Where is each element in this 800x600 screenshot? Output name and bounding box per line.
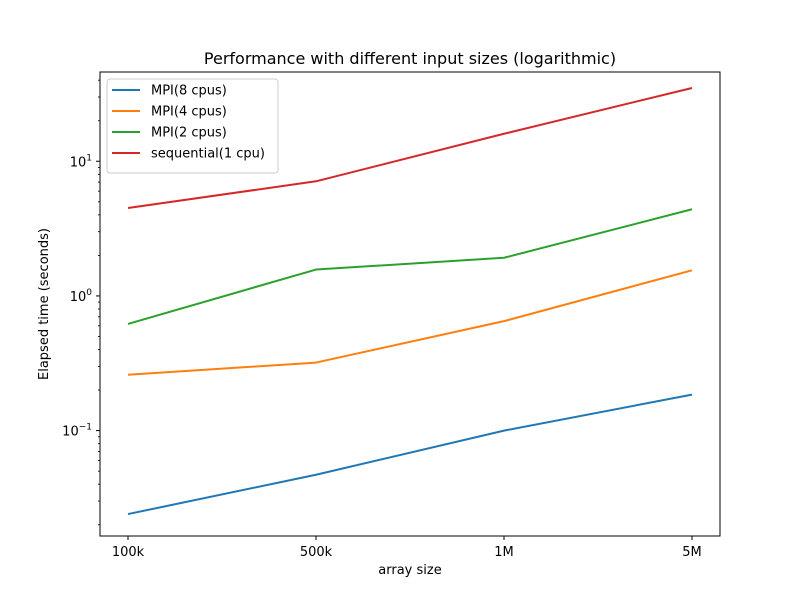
y-tick-label: 10−1 (62, 423, 92, 440)
legend-box (106, 78, 279, 174)
x-tick-label: 1M (494, 545, 514, 560)
x-axis-label: array size (378, 563, 441, 578)
y-axis-label: Elapsed time (seconds) (37, 228, 52, 380)
y-tick-base: 10 (70, 290, 87, 305)
y-tick-exponent: −1 (79, 423, 92, 433)
y-tick-label: 100 (70, 288, 93, 305)
y-tick-label: 101 (70, 153, 92, 170)
legend-label-1: MPI(4 cpus) (151, 105, 227, 120)
series-line-1 (127, 269, 693, 376)
x-axis: 100k 500k 1M 5M (112, 536, 702, 560)
plot-frame (99, 71, 721, 537)
y-tick-base: 10 (62, 425, 79, 440)
plot-lines (127, 87, 693, 516)
x-tick-label: 500k (300, 545, 333, 560)
legend: MPI(8 cpus) MPI(4 cpus) MPI(2 cpus) sequent… (106, 78, 279, 174)
series-line-3 (127, 87, 693, 209)
x-tick-label: 5M (682, 545, 702, 560)
legend-label-2: MPI(2 cpus) (151, 126, 227, 141)
chart-title: Performance with different input sizes (… (204, 49, 616, 68)
y-tick-exponent: 1 (86, 153, 92, 163)
legend-label-3: sequential(1 cpu) (151, 147, 265, 162)
series-line-0 (127, 393, 693, 516)
y-tick-exponent: 0 (86, 288, 92, 298)
x-tick-label: 100k (112, 545, 145, 560)
series-line-2 (127, 208, 693, 325)
y-tick-base: 10 (70, 155, 87, 170)
legend-label-0: MPI(8 cpus) (151, 84, 227, 99)
